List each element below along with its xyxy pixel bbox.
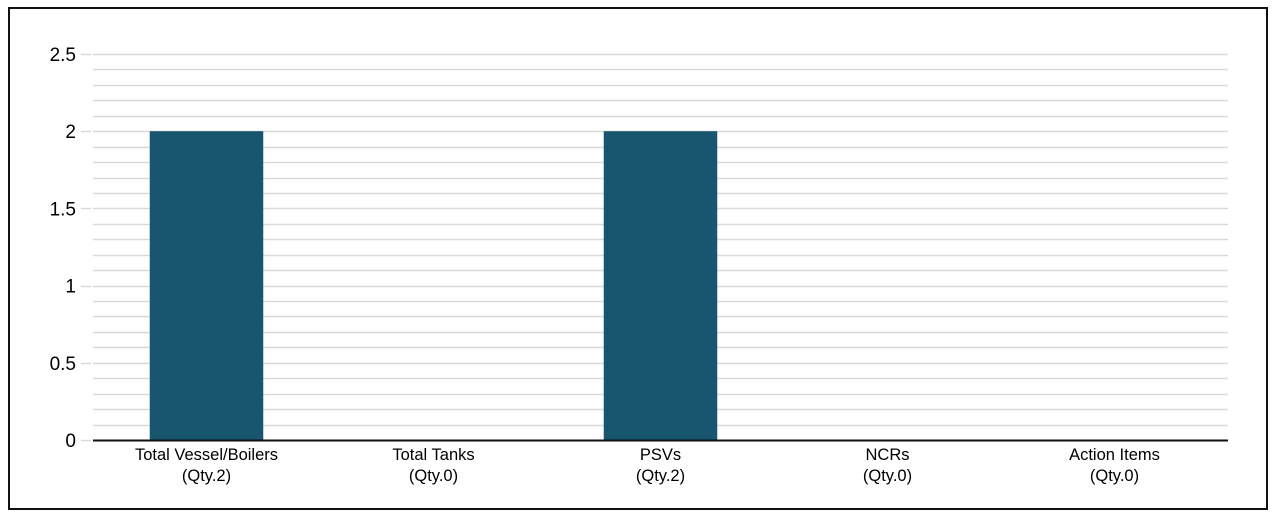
x-tick-label-line: Total Tanks — [392, 446, 474, 464]
x-tick-label-line: (Qty.0) — [409, 467, 458, 485]
x-tick-label-line: (Qty.0) — [863, 467, 912, 485]
x-tick-label-line: (Qty.2) — [182, 467, 231, 485]
y-tick-label: 0.5 — [50, 354, 76, 375]
y-axis: 0 0.5 1 1.5 2 2.5 — [50, 45, 91, 452]
x-tick-label-line: NCRs — [866, 446, 910, 464]
x-tick-label: Total Vessel/Boilers (Qty.2) — [135, 446, 278, 485]
x-tick-label-line: (Qty.2) — [636, 467, 685, 485]
x-tick-label: PSVs (Qty.2) — [636, 446, 685, 485]
x-tick-label: NCRs (Qty.0) — [863, 446, 912, 485]
bars — [149, 131, 718, 440]
x-axis: Total Vessel/Boilers (Qty.2) Total Tanks (Q… — [135, 446, 1160, 485]
x-tick-label-line: Action Items — [1069, 446, 1160, 464]
y-tick-label: 2 — [65, 122, 76, 143]
x-tick-label: Total Tanks (Qty.0) — [392, 446, 474, 485]
y-tick-label: 1.5 — [50, 199, 76, 220]
bar-2 — [603, 131, 718, 440]
y-tick-label: 1 — [65, 277, 76, 298]
y-tick-label: 0 — [65, 431, 76, 452]
x-tick-label-line: PSVs — [640, 446, 681, 464]
x-tick-label: Action Items (Qty.0) — [1069, 446, 1160, 485]
x-tick-label-line: (Qty.0) — [1090, 467, 1139, 485]
x-tick-label-line: Total Vessel/Boilers — [135, 446, 278, 464]
bar-0 — [149, 131, 264, 440]
y-tick-label: 2.5 — [50, 45, 76, 66]
